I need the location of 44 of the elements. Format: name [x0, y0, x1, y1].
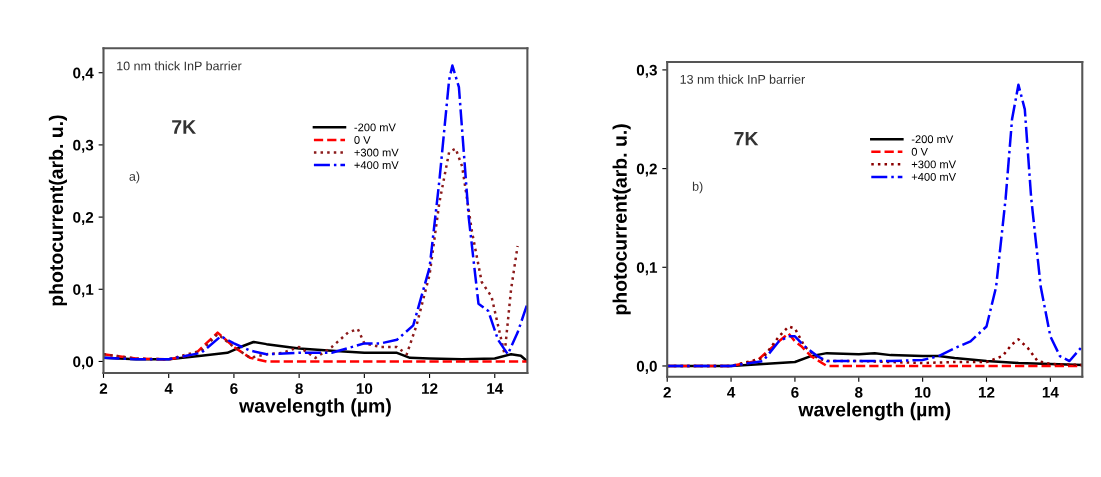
legend-label: 0 V	[354, 136, 371, 144]
line-series	[667, 83, 1083, 368]
y-tick-label: 0,3	[73, 139, 94, 153]
x-tick-label: 14	[1042, 387, 1059, 398]
line-series	[103, 147, 519, 361]
y-tick-label: 0,2	[73, 211, 94, 225]
legend-label: 0 V	[911, 147, 928, 156]
y-axis-title: photocurrent(arb. u.)	[48, 115, 67, 306]
annotation: 7K	[734, 131, 759, 146]
y-tick-label: 0,0	[636, 360, 657, 374]
y-tick-label: 0,1	[636, 262, 658, 276]
x-tick-label: 2	[99, 383, 108, 394]
x-tick-label: 4	[164, 383, 173, 394]
x-tick-label: 10	[356, 383, 373, 394]
annotation: 7K	[172, 120, 196, 134]
x-tick-label: 12	[422, 383, 438, 394]
x-tick-label: 6	[230, 383, 238, 394]
annotation: a)	[129, 171, 140, 184]
line-series	[103, 331, 528, 363]
legend-label: -200 mV	[911, 135, 954, 144]
x-tick-label: 8	[295, 383, 303, 394]
annotation: b)	[692, 181, 703, 194]
legend-label: +300 mV	[354, 148, 399, 157]
y-tick-label: 0,0	[73, 356, 94, 370]
x-tick-label: 4	[727, 387, 736, 398]
x-tick-label: 10	[915, 386, 931, 398]
x-axis-title: wavelength (µm)	[239, 398, 391, 417]
legend-label: -200 mV	[354, 123, 396, 132]
legend-label: +400 mV	[911, 173, 957, 181]
x-axis-title: wavelength (µm)	[798, 402, 951, 421]
x-tick-label: 14	[487, 383, 504, 394]
x-tick-label: 12	[978, 386, 995, 398]
legend-label: +300 mV	[911, 160, 957, 169]
y-axis-title: photocurrent(arb. u.)	[612, 124, 631, 315]
legend-label: +400 mV	[354, 161, 399, 170]
y-tick-label: 0,3	[636, 64, 657, 78]
x-tick-label: 8	[855, 386, 863, 398]
annotation: 13 nm thick InP barrier	[680, 74, 805, 84]
x-tick-label: 2	[663, 386, 671, 398]
annotation: 10 nm thick InP barrier	[117, 61, 242, 71]
y-tick-label: 0,1	[73, 284, 94, 298]
y-tick-label: 0,2	[636, 163, 657, 177]
y-tick-label: 0,4	[73, 67, 94, 81]
x-tick-label: 6	[791, 386, 799, 398]
